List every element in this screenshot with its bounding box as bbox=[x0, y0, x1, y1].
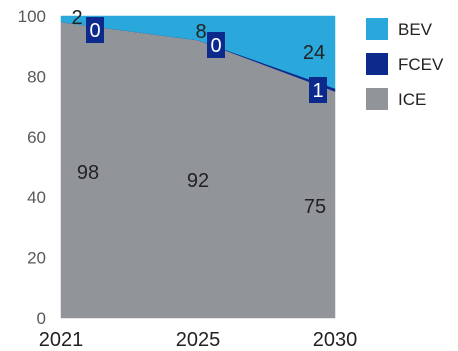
data-labels: 98 92 75 2 8 24 0 0 1 bbox=[71, 7, 327, 218]
x-tick-label: 2030 bbox=[313, 329, 358, 351]
y-tick-label: 80 bbox=[27, 67, 46, 86]
data-label-fcev: 0 bbox=[210, 35, 221, 57]
data-label-bev: 2 bbox=[71, 7, 82, 29]
data-label-ice: 98 bbox=[77, 162, 99, 184]
data-label-ice: 75 bbox=[304, 196, 326, 218]
legend-label-fcev: FCEV bbox=[398, 55, 444, 74]
data-label-box-fcev bbox=[207, 32, 225, 58]
data-label-box-fcev bbox=[309, 77, 327, 103]
x-axis: 2021 2025 2030 bbox=[39, 329, 358, 351]
area-bev bbox=[60, 15, 336, 89]
y-tick-label: 60 bbox=[27, 128, 46, 147]
y-tick-label: 40 bbox=[27, 188, 46, 207]
x-tick-label: 2025 bbox=[176, 329, 221, 351]
legend-label-ice: ICE bbox=[398, 90, 426, 109]
legend-swatch-bev bbox=[366, 18, 388, 40]
x-tick-label: 2021 bbox=[39, 329, 84, 351]
data-label-fcev: 0 bbox=[89, 20, 100, 42]
data-label-bev: 24 bbox=[303, 42, 325, 64]
y-tick-label: 0 bbox=[37, 309, 46, 328]
legend: BEV FCEV ICE bbox=[366, 18, 444, 110]
y-tick-label: 100 bbox=[18, 7, 46, 26]
data-label-ice: 92 bbox=[187, 170, 209, 192]
data-label-box-fcev bbox=[86, 17, 104, 43]
data-label-bev: 8 bbox=[195, 21, 206, 43]
area-layer bbox=[60, 15, 336, 319]
y-axis: 0 20 40 60 80 100 bbox=[18, 7, 46, 328]
legend-swatch-fcev bbox=[366, 53, 388, 75]
legend-label-bev: BEV bbox=[398, 20, 433, 39]
legend-swatch-ice bbox=[366, 88, 388, 110]
y-tick-label: 20 bbox=[27, 249, 46, 268]
data-label-fcev: 1 bbox=[312, 80, 323, 102]
